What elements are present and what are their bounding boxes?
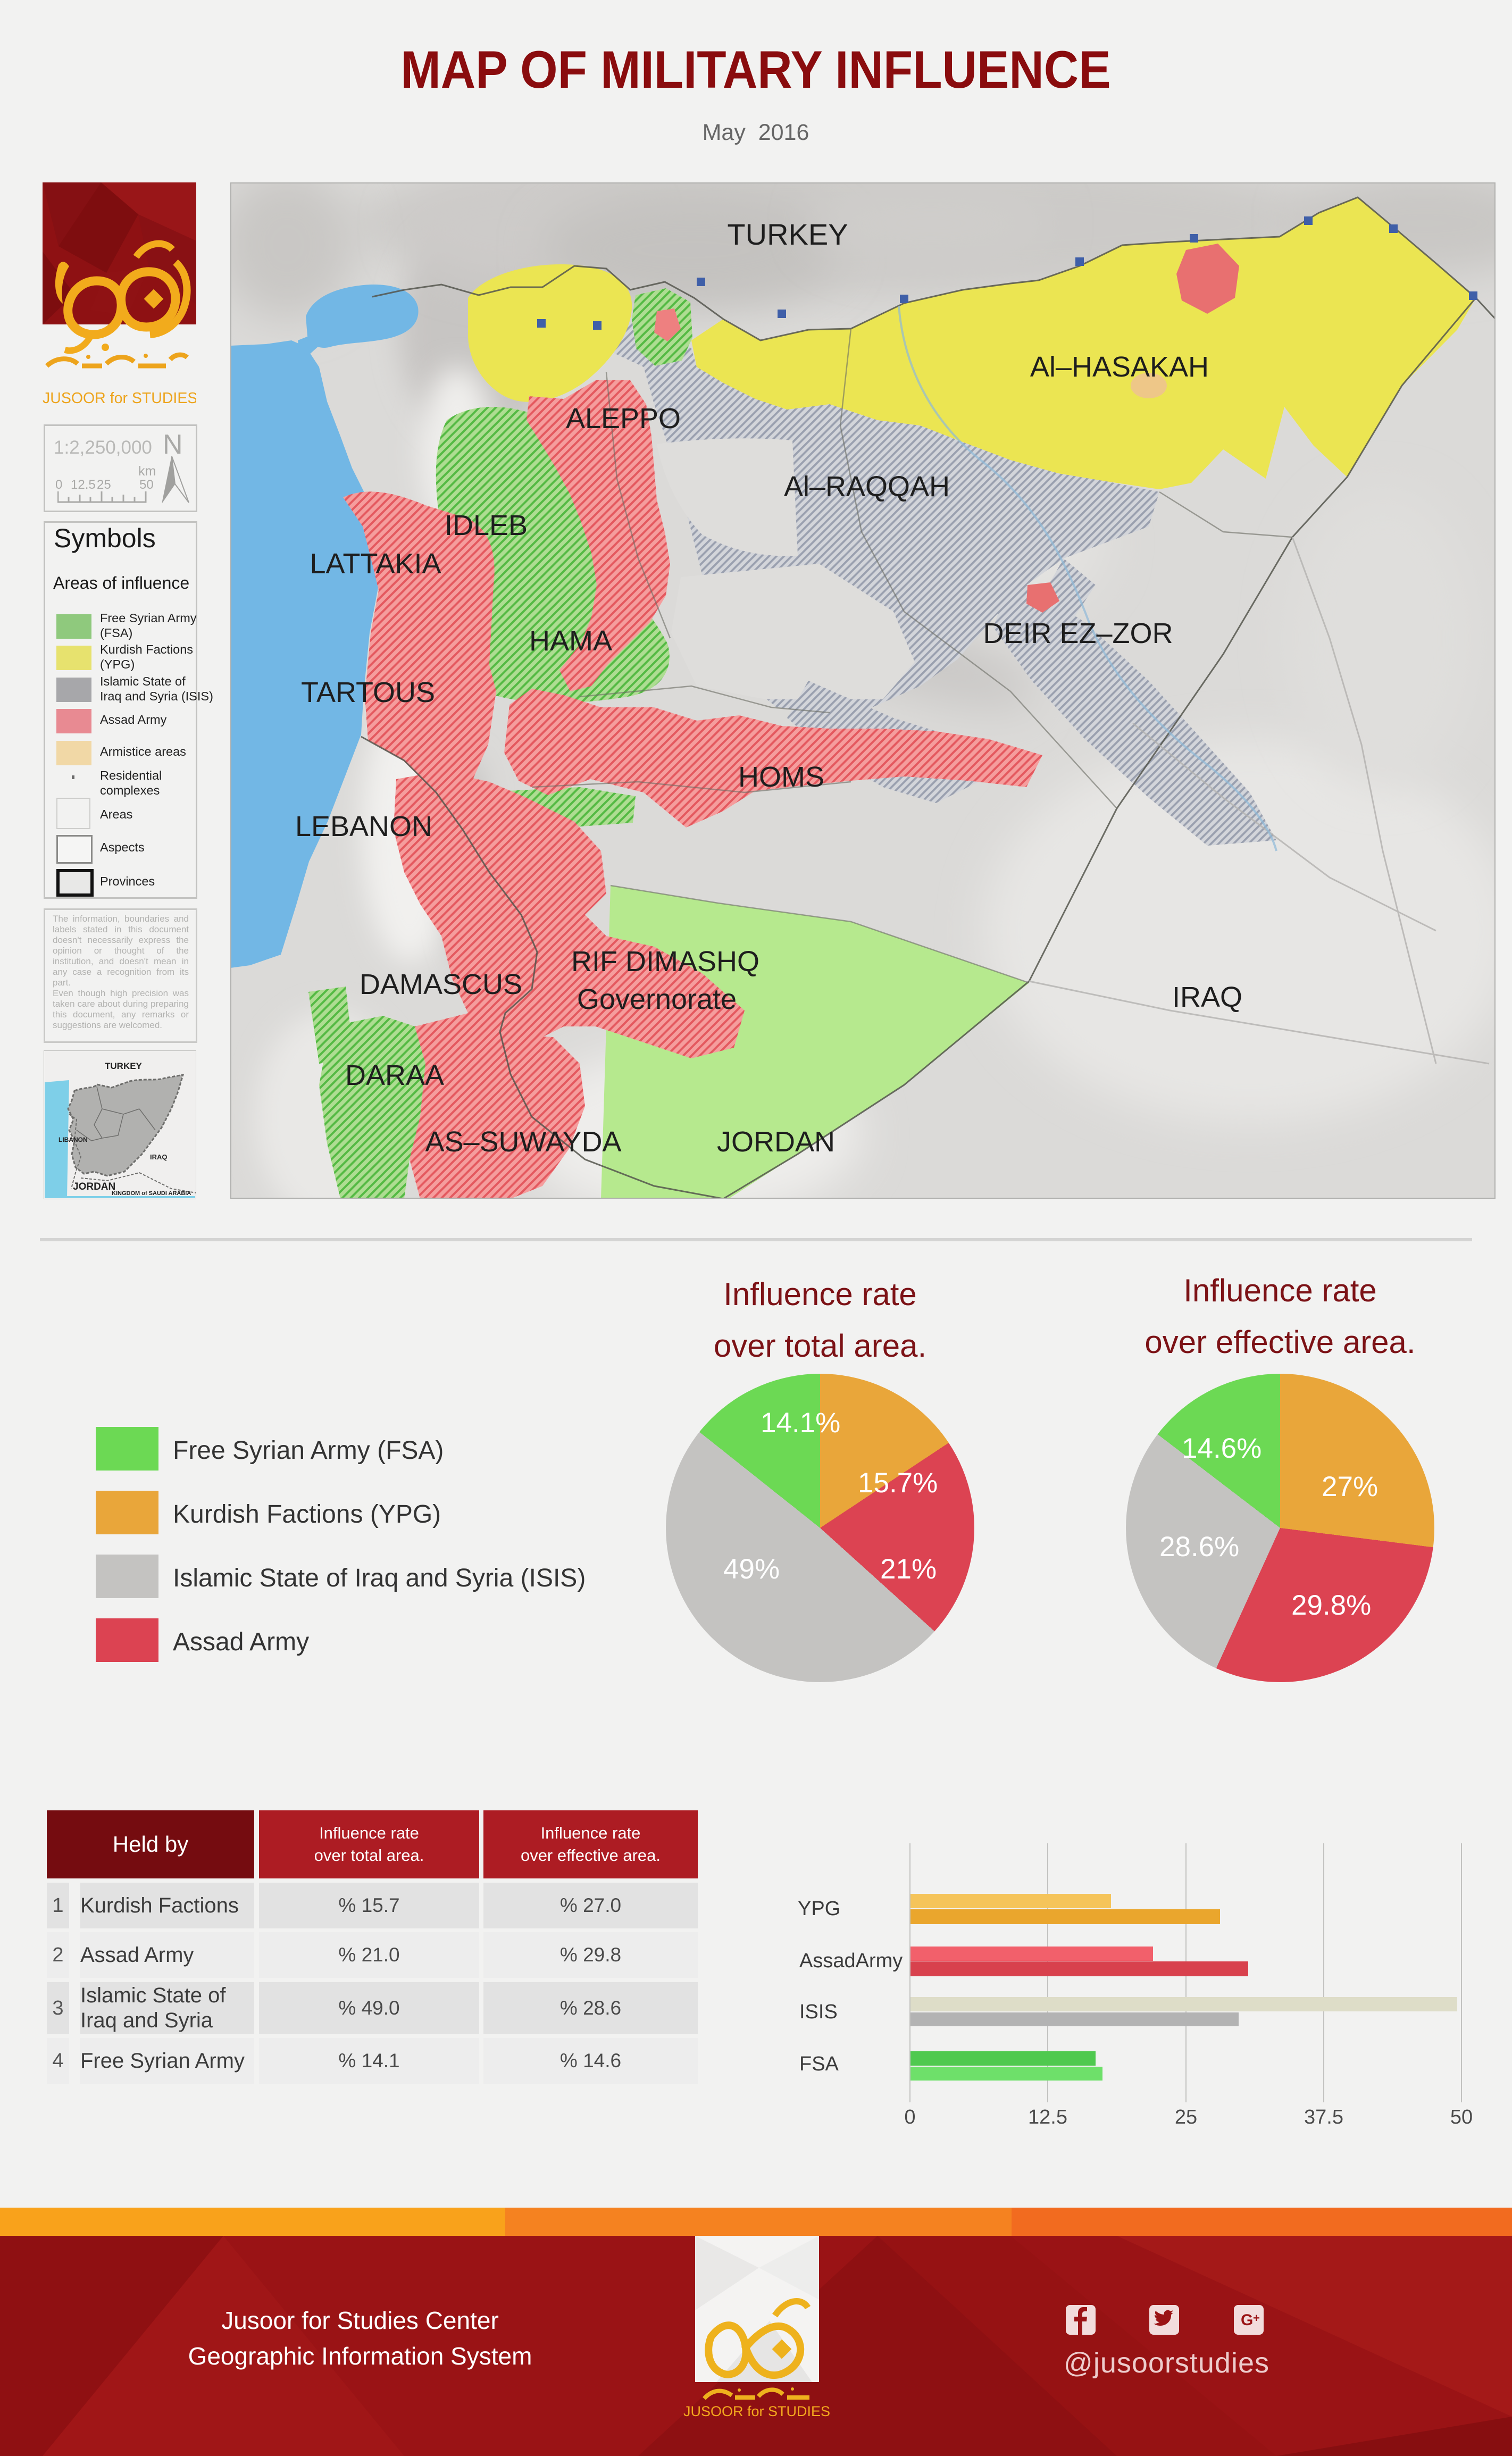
svg-text:ALEPPO: ALEPPO (566, 403, 681, 435)
svg-text:LATTAKIA: LATTAKIA (310, 548, 441, 580)
svg-text:RIF DIMASHQ: RIF DIMASHQ (571, 946, 759, 978)
svg-text:JUSOOR for STUDIES: JUSOOR for STUDIES (43, 390, 196, 406)
svg-text:LEBANON: LEBANON (295, 811, 432, 842)
svg-text:TURKEY: TURKEY (105, 1061, 143, 1071)
svg-text:AS–SUWAYDA: AS–SUWAYDA (425, 1126, 621, 1158)
svg-text:Governorate: Governorate (577, 983, 737, 1015)
svg-text:DAMASCUS: DAMASCUS (360, 968, 522, 1000)
svg-text:G: G (1241, 2311, 1253, 2329)
svg-text:Al–HASAKAH: Al–HASAKAH (1030, 351, 1209, 383)
svg-text:LIBANON: LIBANON (59, 1136, 88, 1143)
svg-text:DEIR EZ–ZOR: DEIR EZ–ZOR (983, 617, 1173, 649)
svg-text:JORDAN: JORDAN (73, 1181, 115, 1192)
svg-text:IRAQ: IRAQ (150, 1153, 168, 1161)
svg-text:HAMA: HAMA (529, 625, 612, 657)
svg-text:KINGDOM of SAUDI ARABIA: KINGDOM of SAUDI ARABIA (112, 1190, 191, 1197)
svg-text:IRAQ: IRAQ (1172, 981, 1242, 1013)
svg-text:+: + (1253, 2311, 1260, 2325)
svg-text:TURKEY: TURKEY (727, 218, 848, 251)
svg-text:HOMS: HOMS (738, 761, 824, 793)
svg-text:TARTOUS: TARTOUS (301, 676, 435, 708)
svg-text:Al–RAQQAH: Al–RAQQAH (784, 471, 950, 503)
svg-text:IDLEB: IDLEB (445, 509, 528, 541)
svg-text:JORDAN: JORDAN (717, 1126, 835, 1158)
svg-text:DARAA: DARAA (345, 1059, 444, 1091)
